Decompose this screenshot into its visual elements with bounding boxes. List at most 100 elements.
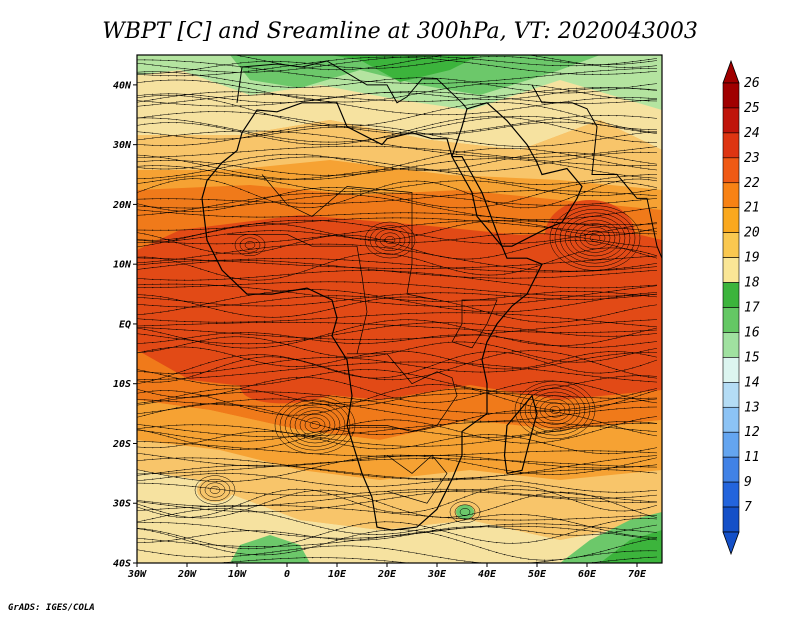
lon-tick-label: 60E xyxy=(578,569,597,580)
lat-tick-label: 30N xyxy=(112,140,132,151)
lat-tick-label: 30S xyxy=(112,499,131,510)
colorbar-label: 16 xyxy=(744,325,760,340)
colorbar-swatch xyxy=(722,406,740,433)
streamline-gyre xyxy=(544,402,566,418)
streamline-gyre xyxy=(549,406,561,414)
lat-tick-label: 40N xyxy=(113,80,132,91)
streamline-gyre xyxy=(199,478,231,502)
streamline-gyre xyxy=(579,226,611,250)
latitude-axis: 40N 30N 20N 10N EQ 10S 20S 30S 40S xyxy=(112,80,137,570)
colorbar-label: 11 xyxy=(744,450,760,465)
colorbar-label: 21 xyxy=(744,201,760,216)
colorbar-label: 9 xyxy=(744,475,752,490)
colorbar-swatch xyxy=(722,207,740,233)
streamline-gyre xyxy=(584,230,606,246)
lon-tick-label: 10E xyxy=(328,569,347,580)
green-spot-madagascar-south xyxy=(456,505,474,519)
streamline-gyre xyxy=(514,380,596,440)
lat-tick-label: EQ xyxy=(119,319,131,330)
colorbar-swatch xyxy=(722,107,740,134)
lat-tick-label: 20S xyxy=(112,439,131,450)
colorbar-label: 18 xyxy=(744,276,760,291)
streamline-gyre xyxy=(239,237,261,253)
colorbar-swatch xyxy=(722,257,740,283)
colorbar-swatch xyxy=(722,182,740,209)
streamline-gyre xyxy=(524,388,586,432)
streamline-gyre xyxy=(384,236,396,244)
streamline-gyre xyxy=(454,504,476,520)
streamlines xyxy=(137,55,658,563)
streamline-gyre xyxy=(569,219,621,257)
longitude-axis: 30W 20W 10W 0 10E 20E 30E 40E 50E 60E 70E xyxy=(127,563,647,580)
map-plot-area xyxy=(137,55,662,563)
map-title: WBPT [C] and Sreamline at 300hPa, VT: 20… xyxy=(102,19,698,44)
map-frame xyxy=(136,54,663,564)
colorbar-label: 13 xyxy=(744,400,760,415)
colorbar-label: 7 xyxy=(744,500,752,515)
streamline-gyre xyxy=(574,223,616,253)
streamline-gyre xyxy=(304,417,326,433)
lat-tick-label: 10N xyxy=(113,260,132,271)
colorbar-label: 17 xyxy=(744,301,760,316)
colorbar-swatch xyxy=(722,431,740,458)
streamline-gyre xyxy=(449,500,481,524)
colorbar-swatch xyxy=(722,456,740,483)
streamline-gyre xyxy=(519,384,591,436)
lon-tick-label: 40E xyxy=(478,569,497,580)
colorbar: 26 25 24 23 22 21 20 19 18 17 16 15 14 13 12 11 9 7 xyxy=(722,59,760,556)
streamline-gyre xyxy=(564,216,626,260)
streamline-gyre xyxy=(554,208,636,268)
streamline-gyre xyxy=(539,398,571,422)
colorbar-label: 25 xyxy=(744,101,760,116)
colorbar-label: 20 xyxy=(744,226,760,241)
streamline-gyre xyxy=(459,508,471,516)
colorbar-swatch xyxy=(722,307,740,333)
colorbar-swatch xyxy=(722,82,740,109)
colorbar-swatch xyxy=(722,132,740,159)
streamline-gyre xyxy=(194,475,236,505)
lon-tick-label: 70E xyxy=(628,569,647,580)
streamline-gyre xyxy=(289,406,341,444)
colorbar-swatch xyxy=(722,506,740,533)
lat-tick-label: 40S xyxy=(113,559,131,570)
streamline-gyre xyxy=(299,413,331,437)
colorbar-swatch xyxy=(722,382,740,408)
lon-tick-label: 30E xyxy=(427,569,447,580)
colorbar-label: 12 xyxy=(744,425,760,440)
colorbar-label: 14 xyxy=(744,375,760,390)
lat-tick-label: 20N xyxy=(112,200,132,211)
lat-tick-label: 10S xyxy=(113,379,131,390)
lon-tick-label: 10W xyxy=(228,569,247,580)
lon-tick-label: 30W xyxy=(127,569,147,580)
streamline-gyre xyxy=(234,233,266,257)
streamline-gyre xyxy=(374,228,406,252)
colorbar-label: 15 xyxy=(744,350,760,365)
colorbar-swatch xyxy=(722,232,740,258)
colorbar-swatch xyxy=(722,357,740,383)
colorbar-swatch xyxy=(722,332,740,358)
colorbar-label: 24 xyxy=(744,126,760,141)
streamline-gyre xyxy=(529,391,581,429)
lon-tick-label: 20W xyxy=(177,569,197,580)
streamline-gyre xyxy=(204,482,226,498)
streamline-gyre xyxy=(309,421,321,429)
colorbar-label: 22 xyxy=(744,176,760,191)
streamline-gyre xyxy=(369,225,411,255)
colorbar-label: 26 xyxy=(744,76,760,91)
streamline-gyre xyxy=(559,212,631,264)
colorbar-label: 23 xyxy=(744,151,760,166)
streamline-gyre xyxy=(364,221,416,259)
lon-tick-label: 50E xyxy=(528,569,547,580)
colorbar-top-arrow xyxy=(722,59,740,84)
streamline-gyre xyxy=(274,395,356,455)
streamline-gyre xyxy=(284,403,346,447)
streamline-gyre xyxy=(279,399,351,451)
colorbar-swatch xyxy=(722,282,740,308)
colorbar-swatch xyxy=(722,481,740,508)
colorbar-swatch xyxy=(722,157,740,184)
grads-credit: GrADS: IGES/COLA xyxy=(8,603,95,613)
streamline-gyre xyxy=(379,232,401,248)
streamline-gyre xyxy=(209,486,221,494)
streamline-gyre xyxy=(589,234,601,242)
